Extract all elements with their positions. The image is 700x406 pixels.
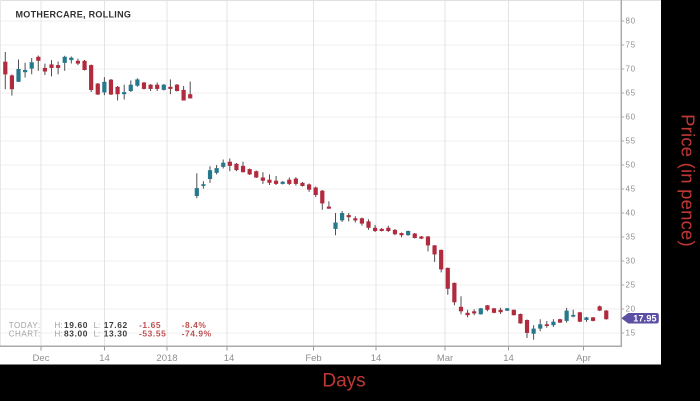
svg-text:80: 80 bbox=[626, 17, 636, 26]
svg-text:-8.4%: -8.4% bbox=[182, 320, 207, 330]
svg-text:14: 14 bbox=[99, 353, 110, 364]
svg-text:H:: H: bbox=[55, 321, 63, 330]
svg-text:Apr: Apr bbox=[576, 353, 591, 364]
svg-text:TODAY:: TODAY: bbox=[9, 321, 41, 330]
svg-text:-74.9%: -74.9% bbox=[182, 328, 212, 338]
svg-text:65: 65 bbox=[626, 89, 636, 98]
svg-text:MOTHERCARE, ROLLING: MOTHERCARE, ROLLING bbox=[16, 10, 132, 20]
svg-text:-1.65: -1.65 bbox=[139, 320, 161, 330]
svg-text:Mar: Mar bbox=[437, 353, 453, 364]
svg-text:H:: H: bbox=[55, 329, 63, 338]
svg-text:14: 14 bbox=[503, 353, 514, 364]
svg-text:17.95: 17.95 bbox=[633, 314, 657, 324]
svg-text:Feb: Feb bbox=[305, 353, 321, 364]
svg-text:Price (in pence): Price (in pence) bbox=[678, 114, 699, 247]
svg-text:75: 75 bbox=[626, 41, 636, 50]
svg-text:14: 14 bbox=[371, 353, 382, 364]
svg-text:19.60: 19.60 bbox=[64, 320, 88, 330]
svg-text:L:: L: bbox=[94, 329, 101, 338]
svg-text:70: 70 bbox=[626, 65, 636, 74]
svg-text:35: 35 bbox=[626, 233, 636, 242]
svg-text:14: 14 bbox=[224, 353, 235, 364]
svg-text:25: 25 bbox=[626, 281, 636, 290]
svg-text:L:: L: bbox=[94, 321, 101, 330]
svg-text:55: 55 bbox=[626, 137, 636, 146]
svg-text:20: 20 bbox=[626, 305, 636, 314]
svg-text:CHART:: CHART: bbox=[9, 329, 41, 338]
svg-text:Dec: Dec bbox=[33, 353, 50, 364]
svg-text:30: 30 bbox=[626, 257, 636, 266]
svg-text:13.30: 13.30 bbox=[104, 328, 128, 338]
svg-text:-53.55: -53.55 bbox=[139, 328, 166, 338]
svg-text:45: 45 bbox=[626, 185, 636, 194]
svg-text:40: 40 bbox=[626, 209, 636, 218]
svg-text:60: 60 bbox=[626, 113, 636, 122]
svg-text:83.00: 83.00 bbox=[64, 328, 88, 338]
svg-text:2018: 2018 bbox=[156, 353, 177, 364]
svg-text:15: 15 bbox=[626, 329, 636, 338]
svg-text:50: 50 bbox=[626, 161, 636, 170]
svg-text:17.62: 17.62 bbox=[104, 320, 128, 330]
svg-text:Days: Days bbox=[322, 371, 365, 392]
